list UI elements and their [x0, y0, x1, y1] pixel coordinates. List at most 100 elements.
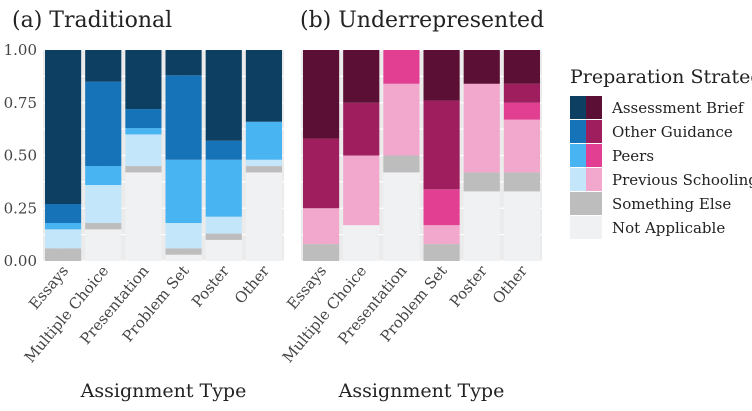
bar-segment-previous-schooling: [423, 225, 460, 245]
bar-segment-peers: [503, 102, 540, 120]
legend-title: Preparation Strategy: [570, 66, 752, 88]
bar-segment-not-applicable: [125, 172, 162, 261]
bar-segment-something-else: [85, 223, 122, 230]
bar-segment-not-applicable: [463, 191, 500, 261]
bar-segment-peers: [423, 189, 460, 226]
bar-segment-peers: [165, 159, 202, 224]
bar-segment-something-else: [503, 172, 540, 192]
bar-segment-other-guidance: [503, 83, 540, 103]
bar-segment-assessment-brief: [85, 50, 122, 82]
bar-segment-assessment-brief: [463, 50, 500, 84]
legend-key-traditional: [570, 168, 586, 191]
bar-segment-not-applicable: [205, 239, 242, 261]
bar-segment-something-else: [463, 172, 500, 192]
bar-segment-other-guidance: [125, 109, 162, 129]
legend-label: Other Guidance: [612, 123, 733, 141]
bar-segment-something-else: [165, 248, 202, 255]
x-tick-label: Other: [489, 261, 532, 307]
bar-segment-assessment-brief: [165, 50, 202, 76]
bar-segment-peers: [383, 50, 420, 84]
bar-segment-previous-schooling: [343, 155, 380, 226]
bar-segment-previous-schooling: [205, 216, 242, 234]
bar-segment-peers: [45, 223, 82, 230]
bar-segment-previous-schooling: [245, 159, 282, 167]
legend-key-underrepresented: [586, 120, 602, 143]
bar-segment-not-applicable: [383, 172, 420, 261]
x-axis-title: Assignment Type: [80, 380, 247, 402]
legend-label: Something Else: [612, 195, 731, 213]
bar-segment-something-else: [423, 244, 460, 261]
bar-segment-something-else: [205, 233, 242, 240]
bar-segment-assessment-brief: [343, 50, 380, 103]
legend: Preparation Strategy Assessment Brief Othe…: [570, 66, 752, 239]
bar-segment-something-else: [383, 155, 420, 173]
bar-segment-other-guidance: [165, 75, 202, 160]
legend-entry-something-else: Something Else: [570, 192, 731, 215]
bar-segment-something-else: [303, 244, 340, 261]
bar-segment-assessment-brief: [45, 50, 82, 205]
legend-key-underrepresented: [586, 168, 602, 191]
bar-segment-not-applicable: [343, 225, 380, 261]
bar-segment-previous-schooling: [45, 229, 82, 249]
bar-segment-other-guidance: [205, 140, 242, 160]
bar-segment-other-guidance: [423, 100, 460, 190]
y-tick-label: 1.00: [4, 41, 37, 59]
bar-segment-assessment-brief: [423, 50, 460, 101]
bar-segment-not-applicable: [85, 229, 122, 261]
legend-label: Not Applicable: [612, 219, 725, 237]
legend-entry-assessment-brief: Assessment Brief: [570, 96, 745, 119]
bar-segment-other-guidance: [85, 81, 122, 167]
bar-segment-peers: [85, 166, 122, 186]
legend-key-traditional: [570, 216, 586, 239]
bar-segment-assessment-brief: [503, 50, 540, 84]
legend-key-traditional: [570, 144, 586, 167]
bar-segment-other-guidance: [45, 204, 82, 224]
bar-segment-assessment-brief: [125, 50, 162, 110]
legend-label: Peers: [612, 147, 654, 165]
bar-segment-peers: [245, 121, 282, 160]
legend-entry-peers: Peers: [570, 144, 654, 167]
legend-entry-not-applicable: Not Applicable: [570, 216, 725, 239]
bar-segment-other-guidance: [343, 102, 380, 156]
legend-key-traditional: [570, 120, 586, 143]
x-tick-label: Poster: [188, 261, 233, 310]
legend-key-traditional: [570, 192, 586, 215]
bar-segment-assessment-brief: [205, 50, 242, 141]
legend-key-underrepresented: [586, 192, 602, 215]
y-tick-label: 0.75: [4, 94, 37, 112]
legend-entry-other-guidance: Other Guidance: [570, 120, 733, 143]
x-tick-label: Poster: [446, 261, 491, 310]
bar-segment-not-applicable: [503, 191, 540, 261]
bar-segment-previous-schooling: [125, 134, 162, 167]
bar-segment-not-applicable: [245, 172, 282, 261]
bar-segment-assessment-brief: [245, 50, 282, 122]
bar-segment-previous-schooling: [383, 83, 420, 156]
y-tick-label: 0.00: [4, 252, 37, 270]
bar-segment-peers: [125, 128, 162, 135]
bar-segment-previous-schooling: [303, 208, 340, 245]
bar-segment-something-else: [125, 166, 162, 173]
bar-segment-previous-schooling: [503, 119, 540, 173]
bar-segment-something-else: [245, 166, 282, 173]
bar-segment-not-applicable: [165, 254, 202, 261]
legend-label: Assessment Brief: [611, 99, 745, 117]
bar-segment-previous-schooling: [165, 223, 202, 249]
bar-segment-assessment-brief: [303, 50, 340, 139]
bar-segment-peers: [205, 159, 242, 217]
legend-key-traditional: [570, 96, 586, 119]
bar-segment-something-else: [45, 248, 82, 261]
panel-title: (a) Traditional: [12, 8, 172, 33]
bar-segment-previous-schooling: [85, 185, 122, 224]
x-axis-title: Assignment Type: [338, 380, 505, 402]
bar-segment-previous-schooling: [463, 83, 500, 173]
legend-key-underrepresented: [586, 96, 602, 119]
legend-key-underrepresented: [586, 144, 602, 167]
x-tick-label: Other: [231, 261, 274, 307]
y-tick-label: 0.25: [4, 199, 37, 217]
panel-title: (b) Underrepresented: [300, 8, 544, 33]
bar-segment-other-guidance: [303, 138, 340, 209]
legend-entry-previous-schooling: Previous Schooling: [570, 168, 752, 191]
